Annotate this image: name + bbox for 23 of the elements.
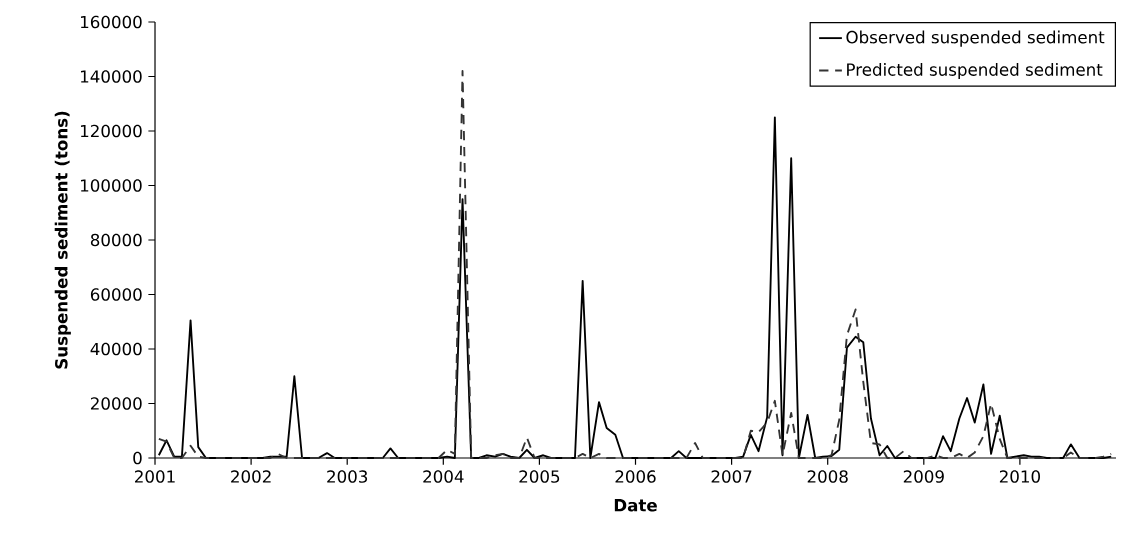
x-tick-label: 2010 <box>999 470 1040 483</box>
x-tick-label: 2003 <box>327 470 368 483</box>
x-tick-label: 2001 <box>135 470 175 483</box>
x-tick-label: 2008 <box>807 470 848 483</box>
y-tick-label: 80000 <box>90 233 142 247</box>
x-tick-label: 2006 <box>615 470 656 483</box>
x-axis-title: Date <box>614 499 657 512</box>
legend-label: Predicted suspended sediment <box>847 62 1103 80</box>
x-tick-label: 2007 <box>711 470 752 483</box>
y-tick-label: 120000 <box>81 124 142 138</box>
x-tick-label: 2002 <box>231 470 271 483</box>
x-tick-label: 2009 <box>903 470 944 483</box>
y-tick-label: 140000 <box>81 70 142 83</box>
x-tick-label: 2004 <box>423 470 464 483</box>
x-tick-label: 2005 <box>519 470 560 483</box>
y-tick-label: 0 <box>133 451 142 465</box>
legend-label: Observed suspended sediment <box>846 30 1105 47</box>
y-tick-label: 100000 <box>81 179 142 192</box>
y-tick-label: 60000 <box>90 288 142 301</box>
y-tick-label: 20000 <box>90 397 142 410</box>
y-tick-label: 40000 <box>90 342 142 356</box>
y-tick-label: 160000 <box>81 15 142 29</box>
y-axis-title: Suspended sediment (tons) <box>54 111 71 369</box>
